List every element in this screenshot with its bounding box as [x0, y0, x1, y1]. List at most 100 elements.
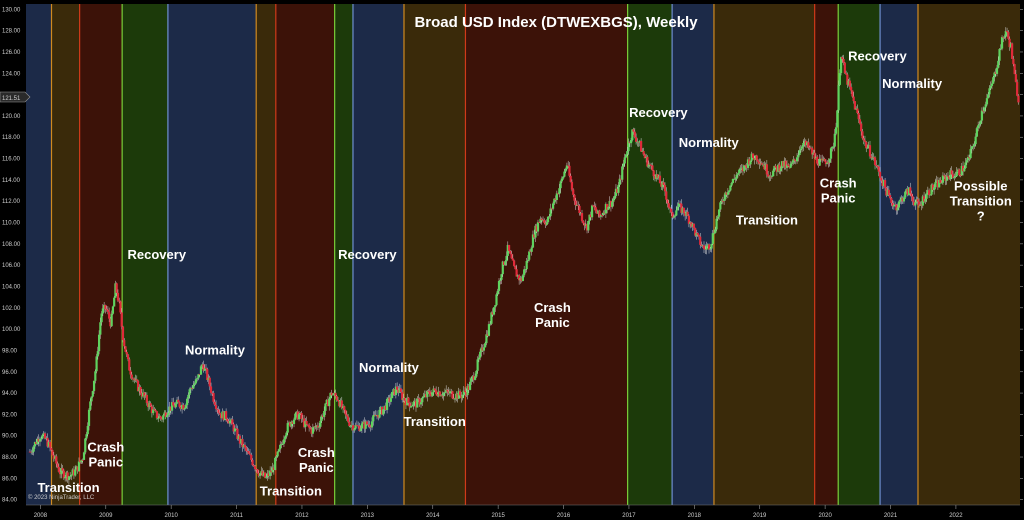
candle-body [546, 216, 550, 223]
candle-body [451, 391, 454, 399]
candle-body [269, 470, 272, 477]
candle-body [982, 110, 985, 112]
candle [822, 156, 825, 162]
candle [313, 425, 316, 432]
candle [818, 154, 821, 166]
candle-body [652, 170, 655, 177]
candle [455, 391, 458, 402]
candle-body [602, 212, 605, 216]
candle [585, 223, 589, 234]
candle-body [253, 466, 257, 469]
candle [629, 137, 633, 148]
candle-body [989, 85, 992, 89]
candle-body [609, 200, 613, 207]
candle-body [492, 307, 496, 315]
candle-body [321, 415, 325, 417]
candle-body [226, 418, 229, 422]
candle-body [72, 469, 76, 476]
candle [929, 194, 932, 196]
candle-body [466, 386, 469, 396]
candle-body [355, 425, 358, 426]
candle-body [551, 203, 555, 209]
candle [965, 158, 968, 165]
candle [575, 200, 579, 207]
candle [961, 161, 965, 176]
candle-body [384, 405, 387, 410]
candle-body [570, 181, 574, 190]
candle [272, 464, 275, 475]
candle-body [306, 424, 309, 426]
candle-body [121, 326, 125, 341]
candle [263, 472, 267, 479]
candle-body [334, 392, 337, 397]
candle [463, 387, 467, 396]
candle [973, 141, 976, 149]
candle [648, 162, 652, 169]
candle [845, 70, 848, 75]
candle [839, 56, 843, 76]
candle [795, 153, 799, 164]
candle-body [730, 183, 733, 186]
candle-body [261, 471, 264, 476]
candle [999, 44, 1002, 50]
candle [846, 72, 849, 88]
candle-body [507, 244, 511, 251]
candle-body [217, 409, 220, 413]
candle-body [548, 216, 551, 218]
candle [499, 278, 502, 285]
candle-body [41, 435, 44, 439]
candle [877, 164, 880, 177]
candle [663, 182, 667, 196]
candle-body [980, 110, 984, 121]
candle-body [877, 166, 880, 172]
candle [275, 455, 278, 462]
candle [258, 473, 262, 479]
y-tick-label: 94.00 [2, 391, 18, 397]
candle [28, 449, 32, 453]
candle-body [406, 397, 409, 406]
candle [460, 391, 463, 403]
candle [262, 470, 265, 477]
candle [149, 401, 152, 407]
candle-body [218, 412, 221, 415]
phase-band-normality [672, 4, 714, 505]
candle-body [404, 400, 408, 406]
candle [223, 411, 226, 421]
candle-body [426, 390, 429, 397]
candle-body [993, 72, 996, 78]
candle-body [603, 212, 606, 214]
candle [349, 424, 352, 428]
candle-body [687, 215, 691, 224]
candle [943, 173, 946, 179]
candle-body [668, 207, 672, 209]
candle [35, 438, 38, 445]
y-tick-label: 118.00 [2, 135, 21, 141]
candle-body [433, 388, 436, 391]
candle-body [33, 441, 37, 447]
candle [553, 198, 556, 206]
candle [921, 194, 924, 209]
candle-body [250, 454, 253, 460]
candle-body [871, 157, 874, 159]
candle [631, 129, 634, 142]
candle [274, 456, 277, 471]
candle-body [946, 175, 950, 177]
candle [769, 171, 772, 181]
candle-body [134, 379, 137, 381]
candle-body [733, 178, 736, 180]
candle [501, 260, 504, 277]
candle [505, 251, 508, 266]
candle [623, 153, 626, 167]
candle-body [125, 351, 128, 355]
candle [305, 416, 308, 426]
candle [917, 198, 921, 208]
candle-body [886, 189, 889, 196]
phase-band-normality [880, 4, 918, 505]
candle-body [97, 334, 101, 352]
candle-body [678, 203, 682, 204]
candle [42, 431, 45, 437]
candle-body [917, 201, 921, 206]
candle-body [150, 406, 154, 414]
candle-body [834, 127, 838, 134]
candle [533, 229, 536, 240]
